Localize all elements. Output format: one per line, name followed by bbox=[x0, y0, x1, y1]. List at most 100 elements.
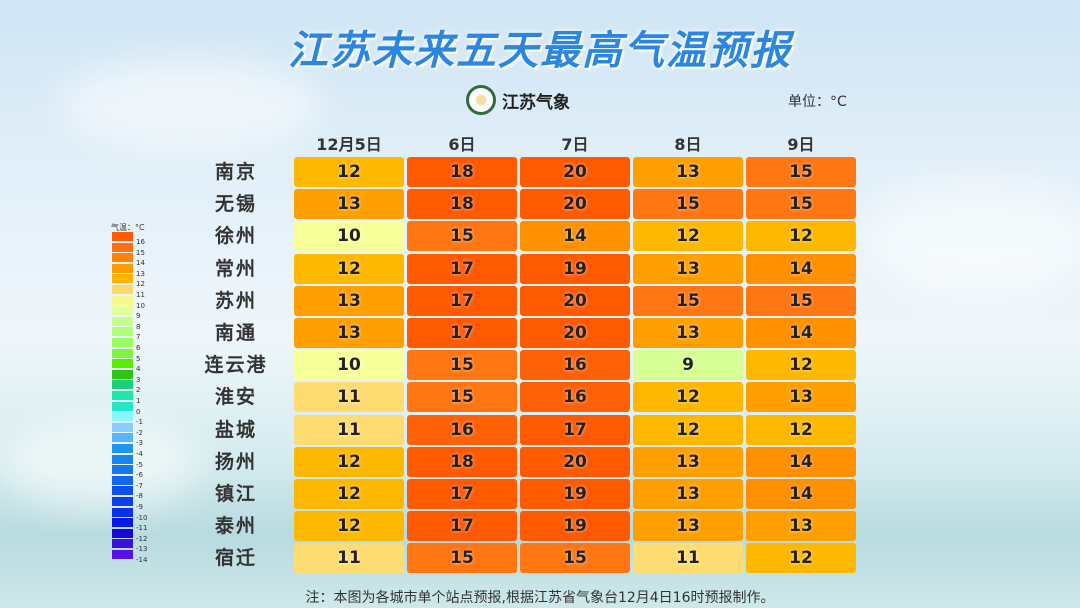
legend-label: -9 bbox=[136, 503, 143, 511]
logo-text: 江苏气象 bbox=[502, 92, 570, 113]
heatmap-cell: 17 bbox=[520, 414, 630, 445]
heatmap-cell: 12 bbox=[294, 446, 404, 477]
legend-label: 0 bbox=[136, 407, 141, 416]
heatmap-cell: 17 bbox=[407, 285, 517, 316]
legend-swatch bbox=[112, 285, 133, 294]
row-label-city: 徐州 bbox=[214, 225, 257, 248]
legend-label: -3 bbox=[136, 439, 143, 448]
heatmap-cell: 14 bbox=[746, 253, 856, 284]
legend-swatch bbox=[112, 369, 133, 379]
legend-label: 1 bbox=[136, 397, 141, 405]
legend-swatch bbox=[112, 507, 133, 517]
heatmap-cell: 11 bbox=[294, 382, 404, 413]
legend-label: -5 bbox=[136, 460, 143, 469]
heatmap-cell: 13 bbox=[294, 318, 404, 348]
legend-label: 10 bbox=[136, 301, 145, 310]
unit-label: 单位：°C bbox=[788, 94, 847, 110]
heatmap-cell: 10 bbox=[294, 221, 404, 252]
row-label-city: 苏州 bbox=[214, 289, 257, 312]
column-header: 8日 bbox=[674, 135, 702, 154]
heatmap-cell: 13 bbox=[633, 253, 743, 284]
column-header: 12月5日 bbox=[316, 135, 382, 154]
heatmap-cell: 13 bbox=[746, 511, 856, 542]
row-label-city: 宿迁 bbox=[214, 547, 257, 570]
heatmap-cell: 17 bbox=[407, 318, 517, 348]
heatmap-cell: 19 bbox=[520, 511, 630, 542]
row-label-city: 南通 bbox=[214, 322, 257, 344]
row-label-city: 南京 bbox=[214, 161, 257, 183]
heatmap-cell: 16 bbox=[520, 350, 630, 381]
legend-swatch bbox=[112, 497, 133, 506]
legend-label: -11 bbox=[136, 524, 148, 533]
legend-label: 12 bbox=[136, 280, 145, 289]
legend-swatch bbox=[112, 338, 133, 347]
legend-swatch bbox=[112, 359, 133, 369]
legend-swatch bbox=[112, 486, 133, 496]
legend-label: 11 bbox=[136, 291, 145, 299]
heatmap-cell: 15 bbox=[407, 543, 517, 574]
heatmap-cell: 12 bbox=[294, 479, 404, 509]
heatmap-cell: 18 bbox=[407, 157, 517, 187]
legend-swatch bbox=[112, 232, 133, 241]
legend-label: 6 bbox=[136, 344, 141, 352]
heatmap-cell: 9 bbox=[633, 350, 743, 381]
row-label-city: 泰州 bbox=[214, 515, 257, 538]
heatmap-cell: 14 bbox=[520, 221, 630, 252]
row-label-city: 无锡 bbox=[214, 193, 257, 216]
legend-swatch bbox=[112, 391, 133, 400]
heatmap-cell: 16 bbox=[407, 414, 517, 445]
legend-label: 4 bbox=[136, 365, 141, 374]
legend-swatch bbox=[112, 475, 133, 485]
legend-swatch bbox=[112, 306, 133, 316]
heatmap-cell: 12 bbox=[746, 543, 856, 574]
heatmap-cell: 20 bbox=[520, 285, 630, 316]
legend-swatch bbox=[112, 348, 133, 358]
legend-swatch bbox=[112, 518, 133, 528]
legend-swatch bbox=[112, 242, 133, 252]
heatmap-cell: 13 bbox=[746, 382, 856, 413]
legend-swatch bbox=[112, 528, 133, 538]
legend-label: 9 bbox=[136, 312, 141, 321]
heatmap-cell: 20 bbox=[520, 189, 630, 220]
heatmap-cell: 17 bbox=[407, 511, 517, 542]
row-label-city: 镇江 bbox=[214, 483, 257, 505]
legend-swatch bbox=[112, 433, 133, 443]
heatmap-cell: 19 bbox=[520, 253, 630, 284]
column-header: 7日 bbox=[561, 135, 589, 154]
legend-swatch bbox=[112, 253, 133, 263]
heatmap-cell: 13 bbox=[294, 285, 404, 316]
legend-label: -8 bbox=[136, 492, 143, 501]
heatmap-cell: 17 bbox=[407, 253, 517, 284]
heatmap-cell: 14 bbox=[746, 446, 856, 477]
heatmap-cell: 12 bbox=[633, 382, 743, 413]
legend-swatch bbox=[112, 401, 133, 411]
heatmap-cell: 15 bbox=[746, 189, 856, 220]
cloud-decoration bbox=[60, 60, 320, 150]
legend-swatch bbox=[112, 454, 133, 464]
legend-label: -13 bbox=[136, 545, 148, 554]
heatmap-cell: 12 bbox=[633, 414, 743, 445]
legend-label: -6 bbox=[136, 471, 143, 480]
heatmap-cell: 18 bbox=[407, 446, 517, 477]
legend-label: 7 bbox=[136, 333, 141, 342]
legend-title: 气温：°C bbox=[111, 223, 145, 232]
heatmap-cell: 13 bbox=[633, 479, 743, 509]
legend-label: 14 bbox=[136, 259, 145, 268]
heatmap-cell: 12 bbox=[746, 221, 856, 252]
legend-swatch bbox=[112, 263, 133, 273]
heatmap-cell: 15 bbox=[633, 285, 743, 316]
legend-swatch bbox=[112, 380, 133, 390]
column-header: 9日 bbox=[787, 135, 815, 154]
cloud-decoration bbox=[860, 180, 1080, 300]
heatmap-cell: 13 bbox=[633, 446, 743, 477]
legend-label: 5 bbox=[136, 354, 141, 363]
heatmap-cell: 14 bbox=[746, 479, 856, 509]
logo: 江苏气象 bbox=[466, 85, 570, 115]
heatmap-cell: 12 bbox=[294, 157, 404, 187]
heatmap-cell: 12 bbox=[746, 414, 856, 445]
legend-label: -10 bbox=[136, 513, 148, 522]
legend-swatch bbox=[112, 274, 133, 284]
row-label-city: 扬州 bbox=[214, 450, 257, 473]
heatmap-cell: 20 bbox=[520, 446, 630, 477]
heatmap-cell: 15 bbox=[407, 350, 517, 381]
